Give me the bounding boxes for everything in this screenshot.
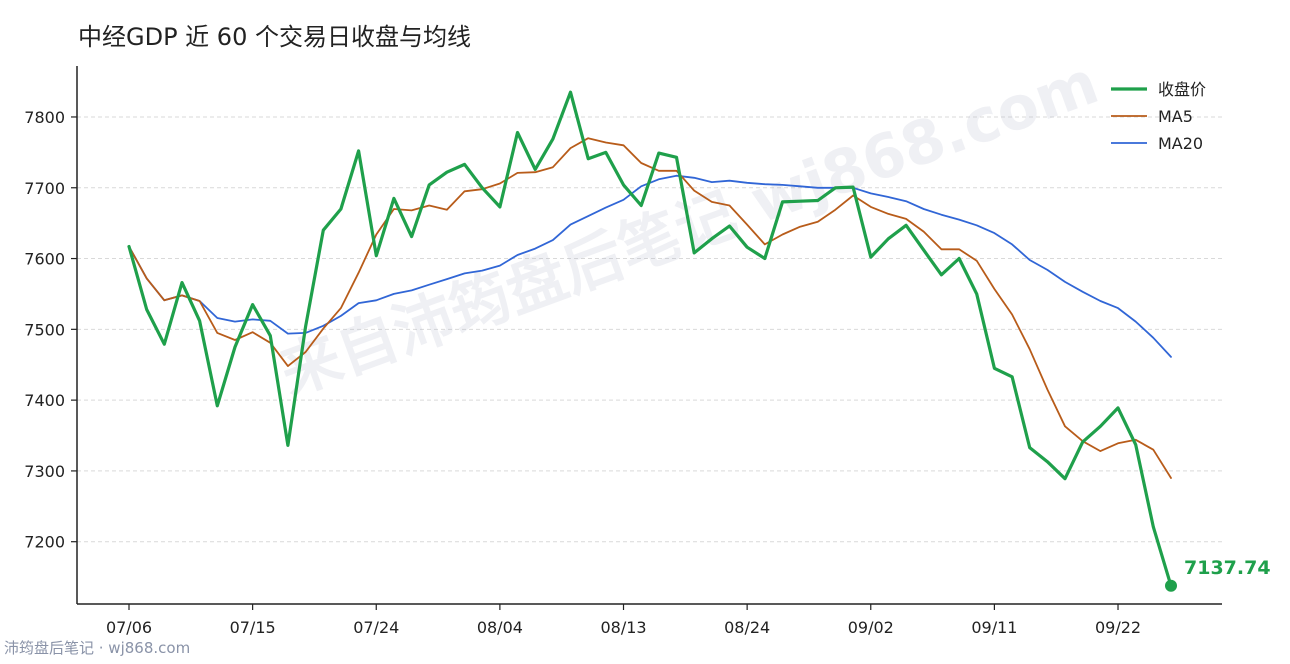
x-tick-label: 07/15 bbox=[230, 618, 276, 637]
x-tick-label: 07/06 bbox=[106, 618, 152, 637]
x-tick-label: 07/24 bbox=[353, 618, 399, 637]
footer-source: 沛筠盘后笔记 · wj868.com bbox=[4, 639, 190, 657]
series-close-line bbox=[127, 90, 1173, 588]
legend-label-2: MA20 bbox=[1158, 134, 1203, 153]
y-tick-label: 7500 bbox=[24, 320, 65, 339]
y-tick-label: 7700 bbox=[24, 179, 65, 198]
x-tick-label: 08/13 bbox=[600, 618, 646, 637]
x-tick-label: 08/04 bbox=[477, 618, 523, 637]
y-tick-label: 7300 bbox=[24, 462, 65, 481]
legend: 收盘价 MA5 MA20 bbox=[1111, 80, 1206, 153]
x-tick-label: 09/22 bbox=[1095, 618, 1141, 637]
legend-label-0: 收盘价 bbox=[1158, 80, 1206, 99]
x-tick-label: 08/24 bbox=[724, 618, 770, 637]
y-tick-label: 7400 bbox=[24, 391, 65, 410]
last-point-marker bbox=[1165, 579, 1177, 592]
chart-title: 中经GDP 近 60 个交易日收盘与均线 bbox=[78, 23, 471, 51]
series: 7137.74 bbox=[127, 90, 1271, 592]
axes: 7200 7300 7400 7500 7600 7700 7800 07/06 07/15 07… bbox=[24, 66, 1222, 637]
y-tick-label: 7200 bbox=[24, 533, 65, 552]
legend-label-1: MA5 bbox=[1158, 107, 1193, 126]
x-tick-label: 09/02 bbox=[848, 618, 894, 637]
y-tick-label: 7600 bbox=[24, 250, 65, 269]
last-value-label: 7137.74 bbox=[1184, 557, 1271, 579]
x-tick-label: 09/11 bbox=[971, 618, 1017, 637]
y-tick-label: 7800 bbox=[24, 108, 65, 127]
